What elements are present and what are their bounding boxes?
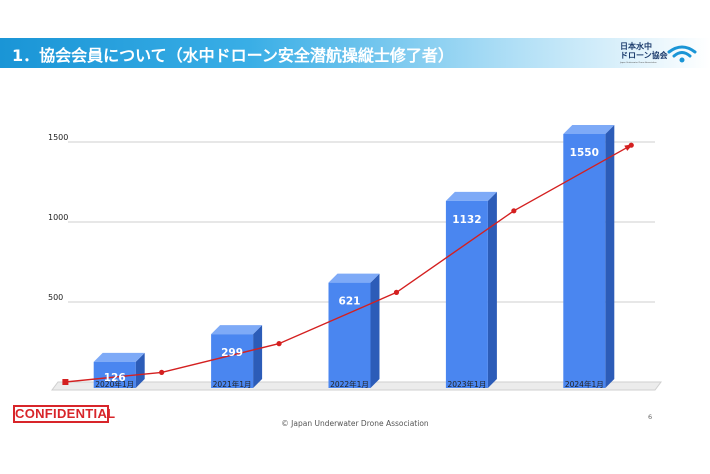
x-tick-label: 2023年1月 [447, 379, 486, 389]
logo-line2: ドローン協会 [620, 51, 668, 60]
bar-side [605, 125, 615, 388]
bar [328, 282, 371, 388]
logo-text: 日本水中 ドローン協会 [620, 42, 668, 60]
bar-side [487, 191, 497, 388]
trend-marker-start [62, 379, 69, 385]
trend-line [65, 144, 632, 383]
trend-marker [511, 208, 517, 214]
x-tick-label: 2022年1月 [330, 379, 369, 389]
trend-marker [159, 369, 165, 375]
copyright-footer: © Japan Underwater Drone Association [281, 419, 429, 428]
data-label: 1550 [570, 147, 599, 159]
page-title: 1．協会会員について（水中ドローン安全潜航操縦士修了者） [12, 46, 454, 65]
data-label: 621 [339, 296, 361, 308]
association-logo: 日本水中 ドローン協会 Japan Underwater Drone Assoc… [620, 42, 700, 66]
bar-side [253, 325, 263, 388]
logo-subtext: Japan Underwater Drone Association [620, 62, 657, 64]
y-tick-label: 500 [48, 293, 63, 302]
wifi-icon [667, 45, 697, 63]
x-tick-label: 2021年1月 [213, 379, 252, 389]
bar-top [211, 325, 263, 335]
trend-marker [276, 341, 282, 347]
x-tick-label: 2020年1月 [95, 379, 134, 389]
bar-top [93, 352, 145, 362]
y-tick-label: 1000 [48, 213, 68, 222]
trend-marker [393, 289, 400, 295]
logo-line1: 日本水中 [620, 42, 652, 51]
header-bar: 1．協会会員について（水中ドローン安全潜航操縦士修了者） [0, 38, 710, 68]
bar [563, 134, 606, 388]
data-label: 299 [221, 347, 243, 359]
bar [211, 334, 254, 388]
data-label: 1132 [452, 214, 481, 226]
page-number: 6 [648, 413, 653, 421]
bar-side [135, 352, 145, 388]
confidential-stamp: CONFIDENTIAL [13, 405, 116, 423]
y-tick-label: 1500 [48, 133, 68, 142]
data-label: 126 [104, 372, 126, 384]
trend-arrowhead [624, 144, 634, 151]
bar [445, 200, 488, 388]
x-tick-label: 2024年1月 [565, 379, 604, 389]
bar-top [445, 191, 497, 201]
bar [93, 361, 136, 388]
bar-top [328, 273, 380, 283]
bar-top [563, 125, 615, 134]
bar-side [370, 273, 380, 388]
